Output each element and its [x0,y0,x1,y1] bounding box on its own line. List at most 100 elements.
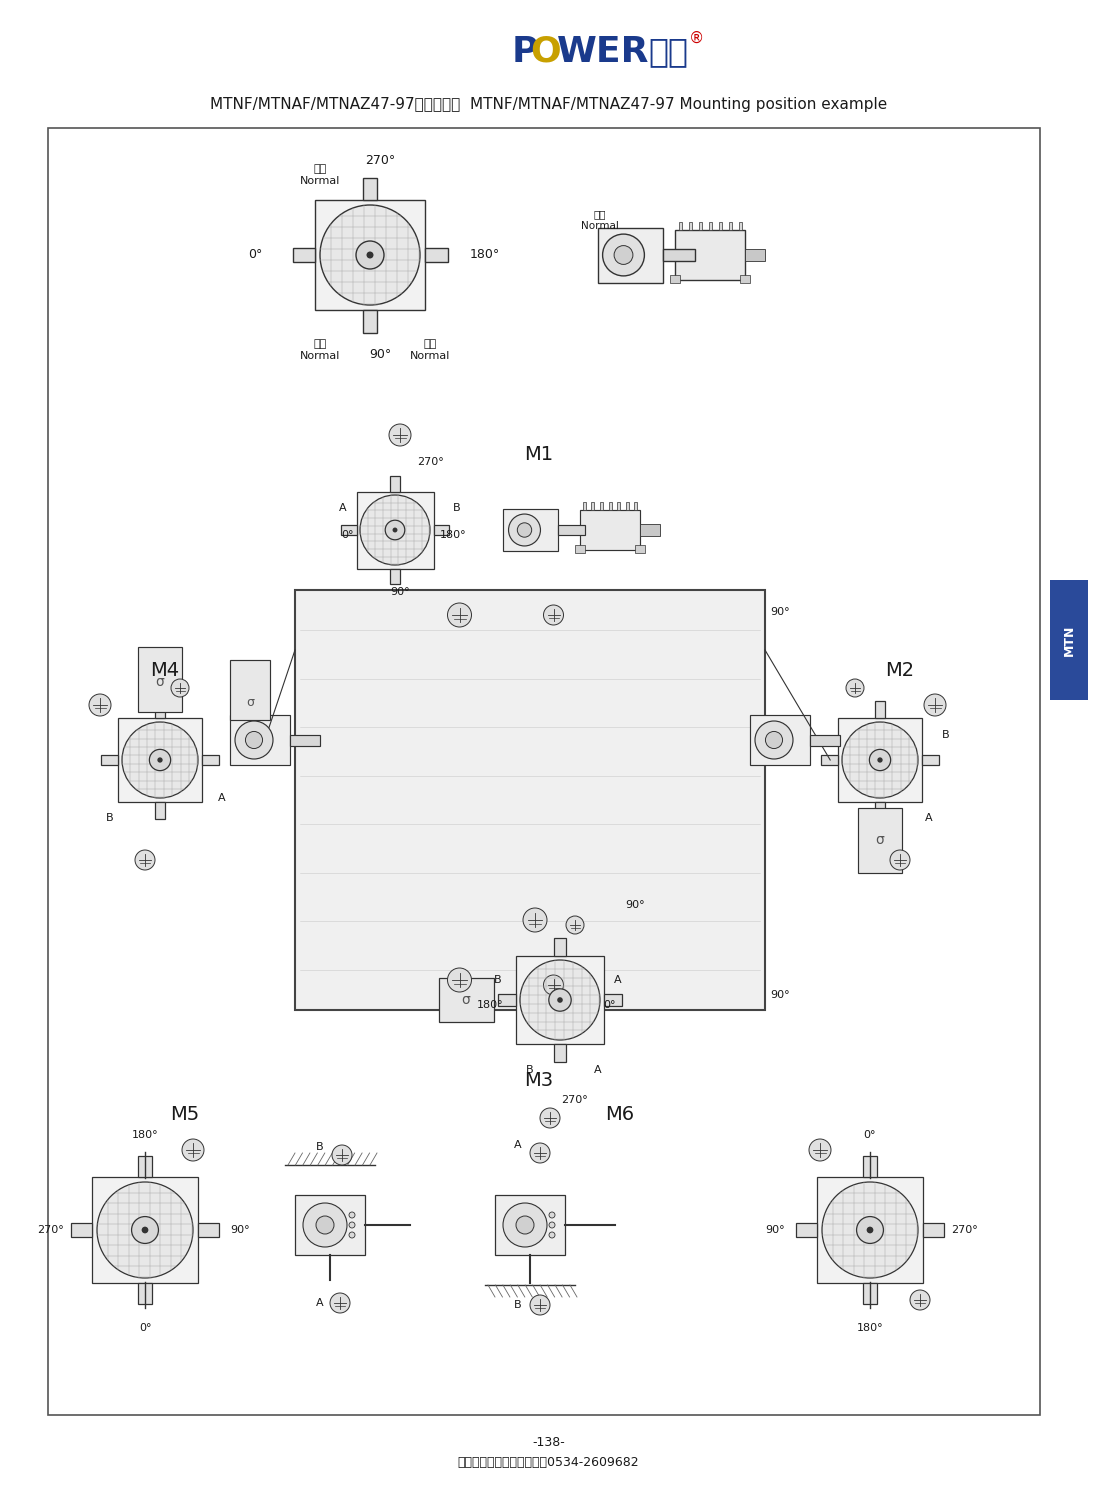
Bar [495,1196,565,1256]
Circle shape [520,960,600,1040]
Text: 90°: 90° [770,990,790,1000]
Circle shape [543,975,564,994]
Text: 0°: 0° [863,1130,877,1140]
Text: B: B [453,503,461,513]
Text: M4: M4 [150,660,180,680]
Bar [750,716,810,765]
Bar [363,310,377,333]
Bar [604,994,622,1005]
Circle shape [548,1222,555,1228]
Text: σ: σ [462,993,471,1006]
Text: B: B [494,975,501,986]
Text: A: A [316,1298,324,1308]
Text: A: A [925,813,932,824]
Bar [838,718,921,803]
Circle shape [857,1216,883,1243]
Circle shape [142,1227,148,1233]
Text: 0°: 0° [138,1323,151,1334]
Text: 正常
Normal: 正常 Normal [299,339,340,362]
Text: ®: ® [689,30,704,45]
Bar [609,503,611,510]
Circle shape [135,850,155,870]
Bar [391,568,400,585]
Text: 90°: 90° [391,586,410,597]
Circle shape [808,1138,832,1161]
Text: 270°: 270° [417,458,443,466]
Bar [357,492,433,568]
Text: B: B [942,730,950,740]
Bar [591,503,595,510]
Bar [634,503,637,510]
Text: 正常
Normal: 正常 Normal [299,164,340,186]
Text: M2: M2 [885,660,915,680]
Circle shape [878,758,883,762]
Bar [197,1224,219,1236]
Bar [155,802,166,819]
Bar [230,660,270,720]
Circle shape [157,758,162,762]
Bar [583,503,586,510]
Circle shape [349,1232,355,1238]
Text: 180°: 180° [440,530,466,540]
Bar [498,994,516,1005]
Text: 90°: 90° [369,348,392,361]
Text: M6: M6 [606,1106,634,1125]
Bar [341,525,357,536]
Circle shape [516,1216,534,1234]
Circle shape [320,206,420,304]
Bar [874,700,885,718]
Text: 270°: 270° [365,153,395,166]
Bar [640,524,660,536]
Circle shape [97,1182,193,1278]
Text: B: B [527,1065,534,1076]
Bar [138,646,182,712]
Bar [363,177,377,200]
Circle shape [332,1144,352,1166]
Bar [557,525,585,534]
Text: 德州向力减速机械有限公司0534-2609682: 德州向力减速机械有限公司0534-2609682 [457,1455,640,1468]
Circle shape [389,424,411,445]
Text: WER: WER [557,34,649,69]
Bar [315,200,425,310]
Bar [625,503,629,510]
Text: 270°: 270° [562,1095,588,1106]
Text: 90°: 90° [230,1226,250,1234]
Bar [728,222,732,230]
Bar [635,544,645,554]
Bar [858,808,902,873]
Text: A: A [614,975,622,986]
Text: 0°: 0° [248,249,262,261]
Text: 270°: 270° [951,1226,979,1234]
Circle shape [171,680,189,698]
Bar [70,1224,92,1236]
Circle shape [509,514,541,546]
Circle shape [530,1143,550,1162]
Bar [675,230,745,280]
Bar [202,754,219,765]
Text: P: P [512,34,539,69]
Circle shape [869,750,891,771]
Bar [699,222,701,230]
Circle shape [530,1294,550,1316]
Bar [118,718,202,803]
Text: M5: M5 [170,1106,200,1125]
Circle shape [246,732,262,748]
Circle shape [548,1232,555,1238]
Bar [425,248,448,262]
Bar [138,1282,151,1305]
Text: -138-: -138- [532,1436,565,1449]
Circle shape [602,234,644,276]
Text: 向力: 向力 [648,36,689,69]
Bar [516,956,604,1044]
Circle shape [149,750,171,771]
Bar [295,1196,365,1256]
Text: M1: M1 [524,446,553,465]
Circle shape [316,1216,333,1234]
Bar [689,222,691,230]
Circle shape [911,1290,930,1310]
Circle shape [303,1203,347,1246]
Text: 0°: 0° [341,530,353,540]
Circle shape [235,722,273,759]
Text: M3: M3 [524,1071,553,1089]
Bar [554,938,566,956]
